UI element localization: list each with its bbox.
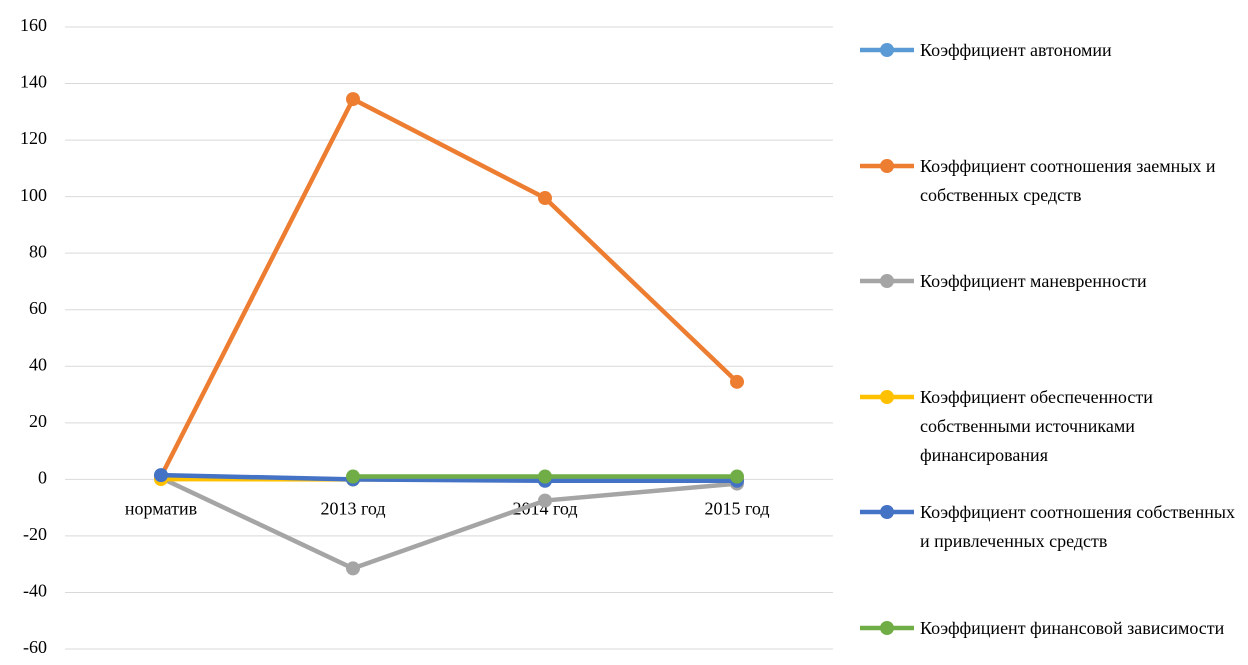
legend-item: Коэффициент обеспеченности собственными … — [860, 383, 1245, 470]
legend-swatch — [860, 620, 914, 635]
y-tick-label: -60 — [23, 637, 47, 657]
x-tick-label: 2015 год — [704, 498, 769, 518]
x-tick-label: 2013 год — [320, 498, 385, 518]
y-tick-label: 160 — [20, 15, 47, 35]
x-tick-label: 2014 год — [512, 498, 577, 518]
legend-item: Коэффициент соотношения заемных и собств… — [860, 152, 1245, 210]
legend-item: Коэффициент автономии — [860, 36, 1245, 65]
legend-item: Коэффициент финансовой зависимости — [860, 614, 1245, 643]
legend-item: Коэффициент маневренности — [860, 267, 1245, 296]
point — [538, 469, 552, 484]
point — [730, 469, 744, 484]
y-tick-label: 120 — [20, 128, 47, 148]
legend-swatch — [860, 389, 914, 404]
legend-marker — [880, 274, 894, 288]
point — [538, 191, 552, 206]
legend-swatch — [860, 274, 914, 288]
y-tick-label: 100 — [20, 185, 47, 205]
legend-label: Коэффициент соотношения заемных и собств… — [920, 155, 1216, 205]
y-tick-label: 20 — [29, 411, 47, 431]
point — [346, 469, 360, 484]
legend-label: Коэффициент маневренности — [920, 271, 1147, 291]
y-tick-label: 40 — [29, 354, 47, 374]
legend-marker — [880, 389, 894, 404]
point — [538, 493, 552, 508]
point — [154, 468, 168, 483]
legend-label: Коэффициент финансовой зависимости — [920, 617, 1225, 638]
legend-label: Коэффициент соотношения собственных и пр… — [920, 502, 1235, 551]
y-tick-label: 0 — [38, 467, 47, 487]
y-tick-label: -20 — [23, 524, 47, 544]
point — [730, 374, 744, 389]
legend-label: Коэффициент автономии — [920, 40, 1112, 60]
legend-swatch — [860, 505, 914, 519]
legend-item: Коэффициент соотношения собственных и пр… — [860, 498, 1245, 556]
chart: -60 -40 -20 0 20 40 60 80 100 120 140 160 норматив 20… — [20, 15, 833, 657]
y-tick-label: 140 — [20, 72, 47, 92]
series-line — [160, 475, 738, 571]
x-tick-label: норматив — [125, 498, 197, 518]
legend-swatch — [860, 158, 914, 173]
legend-marker — [880, 158, 894, 173]
series-line — [160, 472, 737, 484]
y-tick-label: 60 — [29, 298, 47, 318]
legend-label: Коэффициент обеспеченности собственными … — [920, 386, 1153, 465]
legend-marker — [880, 505, 894, 519]
legend-marker — [880, 43, 894, 57]
point — [346, 561, 360, 576]
series-line — [158, 96, 739, 478]
y-tick-label: -40 — [23, 581, 47, 601]
y-tick-label: 80 — [29, 241, 47, 261]
legend-swatch — [860, 43, 914, 57]
legend-marker — [880, 620, 894, 635]
point — [346, 92, 360, 107]
